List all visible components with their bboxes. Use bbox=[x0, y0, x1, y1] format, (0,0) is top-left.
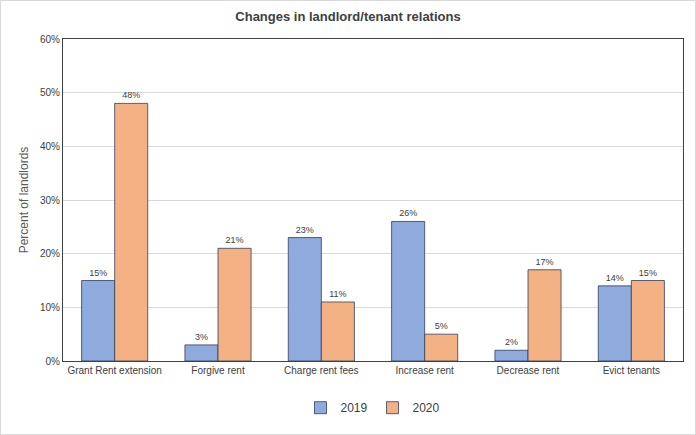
svg-text:14%: 14% bbox=[606, 273, 624, 283]
svg-text:Decrease rent: Decrease rent bbox=[497, 365, 560, 376]
svg-text:Percent of landlords: Percent of landlords bbox=[17, 147, 31, 254]
svg-text:2019: 2019 bbox=[341, 401, 368, 415]
svg-text:Charge rent fees: Charge rent fees bbox=[284, 365, 359, 376]
svg-text:15%: 15% bbox=[89, 268, 107, 278]
svg-text:15%: 15% bbox=[639, 268, 657, 278]
svg-text:Grant Rent extension: Grant Rent extension bbox=[67, 365, 162, 376]
svg-text:10%: 10% bbox=[40, 302, 60, 313]
svg-text:Forgive rent: Forgive rent bbox=[191, 365, 245, 376]
svg-text:50%: 50% bbox=[40, 87, 60, 98]
svg-text:3%: 3% bbox=[195, 332, 208, 342]
svg-text:2%: 2% bbox=[505, 337, 518, 347]
svg-text:26%: 26% bbox=[399, 208, 417, 218]
svg-text:2020: 2020 bbox=[413, 401, 440, 415]
svg-text:Evict tenants: Evict tenants bbox=[603, 365, 660, 376]
svg-text:11%: 11% bbox=[329, 289, 346, 299]
svg-text:0%: 0% bbox=[46, 356, 61, 367]
svg-text:48%: 48% bbox=[122, 90, 140, 100]
svg-text:21%: 21% bbox=[226, 235, 244, 245]
svg-text:17%: 17% bbox=[536, 257, 554, 267]
svg-text:23%: 23% bbox=[296, 225, 314, 235]
svg-text:60%: 60% bbox=[40, 34, 60, 45]
svg-text:20%: 20% bbox=[40, 248, 60, 259]
svg-text:Changes in landlord/tenant rel: Changes in landlord/tenant relations bbox=[235, 9, 460, 24]
svg-text:30%: 30% bbox=[40, 195, 60, 206]
svg-text:Increase rent: Increase rent bbox=[395, 365, 454, 376]
svg-text:40%: 40% bbox=[40, 141, 60, 152]
svg-text:5%: 5% bbox=[435, 321, 448, 331]
